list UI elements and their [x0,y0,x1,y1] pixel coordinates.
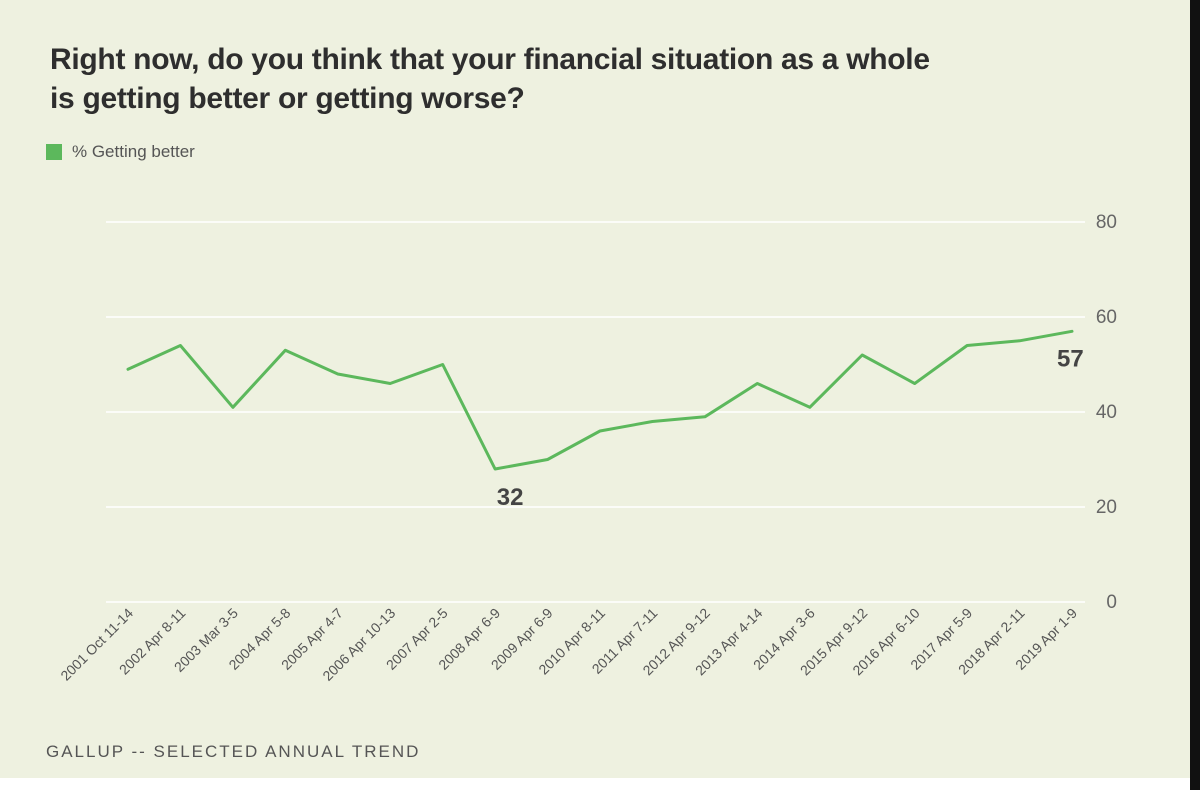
legend: % Getting better [46,142,195,162]
source-footer: GALLUP -- SELECTED ANNUAL TREND [46,742,421,761]
series-line-getting-better [126,329,1074,471]
chart-title: Right now, do you think that your financ… [50,43,930,115]
annotation-label-57: 57 [1057,345,1084,372]
legend-swatch [46,144,62,160]
annotation-label-32: 32 [497,484,524,511]
window-right-edge [1190,0,1200,790]
legend-label: % Getting better [72,142,195,161]
window-bottom-edge [0,778,1200,790]
y-tick-label-60: 60 [1096,307,1117,328]
y-tick-label-0: 0 [1106,592,1117,613]
y-tick-label-20: 20 [1096,497,1117,518]
y-tick-label-80: 80 [1096,212,1117,233]
y-tick-label-40: 40 [1096,402,1117,423]
